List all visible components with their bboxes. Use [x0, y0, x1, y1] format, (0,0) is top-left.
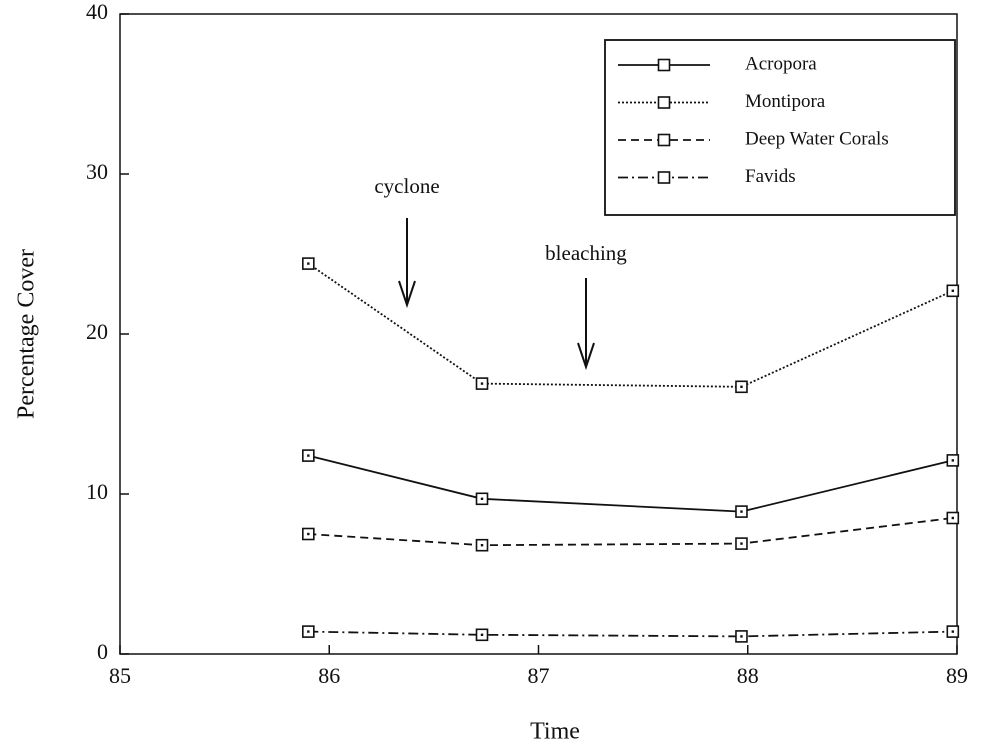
annotation-arrowhead — [577, 342, 595, 371]
y-tick-label: 40 — [86, 0, 108, 24]
marker-dot — [307, 262, 310, 265]
annotation: bleaching — [545, 241, 627, 265]
annotation-arrowhead — [398, 280, 416, 309]
marker-dot — [480, 544, 484, 547]
x-tick-label: 87 — [528, 663, 550, 688]
x-tick-label: 86 — [318, 663, 340, 688]
y-axis-title: Percentage Cover — [14, 249, 40, 419]
marker-dot — [951, 459, 955, 462]
marker-dot — [740, 510, 743, 513]
marker-dot — [307, 532, 310, 536]
legend-label: Acropora — [745, 53, 817, 74]
legend-label: Montipora — [745, 91, 826, 112]
legend-marker — [657, 171, 671, 184]
marker-dot — [740, 635, 743, 638]
y-tick-label: 20 — [86, 319, 108, 344]
marker-dot — [480, 382, 484, 385]
series-line — [308, 630, 953, 638]
series-line — [308, 517, 953, 547]
marker-dot — [951, 289, 955, 292]
annotation: cyclone — [374, 174, 439, 198]
x-tick-label: 85 — [109, 663, 131, 688]
y-tick-label: 10 — [86, 479, 108, 504]
x-axis-title: Time — [530, 719, 580, 745]
marker-dot — [951, 516, 955, 520]
legend-marker — [657, 133, 671, 147]
x-tick-label: 89 — [946, 663, 968, 688]
marker-dot — [951, 630, 955, 633]
marker-dot — [480, 497, 484, 500]
x-tick-label: 88 — [737, 663, 759, 688]
marker-dot — [740, 542, 743, 545]
legend-label: Deep Water Corals — [745, 128, 889, 149]
y-tick-label: 0 — [97, 639, 108, 664]
marker-dot — [307, 454, 310, 457]
series-line — [307, 262, 954, 388]
legend-marker — [657, 58, 671, 72]
y-tick-label: 30 — [86, 159, 108, 184]
legend-marker — [657, 96, 671, 109]
series-line — [308, 454, 954, 513]
marker-dot — [740, 385, 743, 388]
marker-dot — [307, 630, 310, 633]
marker-dot — [480, 633, 484, 636]
legend-label: Favids — [745, 166, 796, 187]
